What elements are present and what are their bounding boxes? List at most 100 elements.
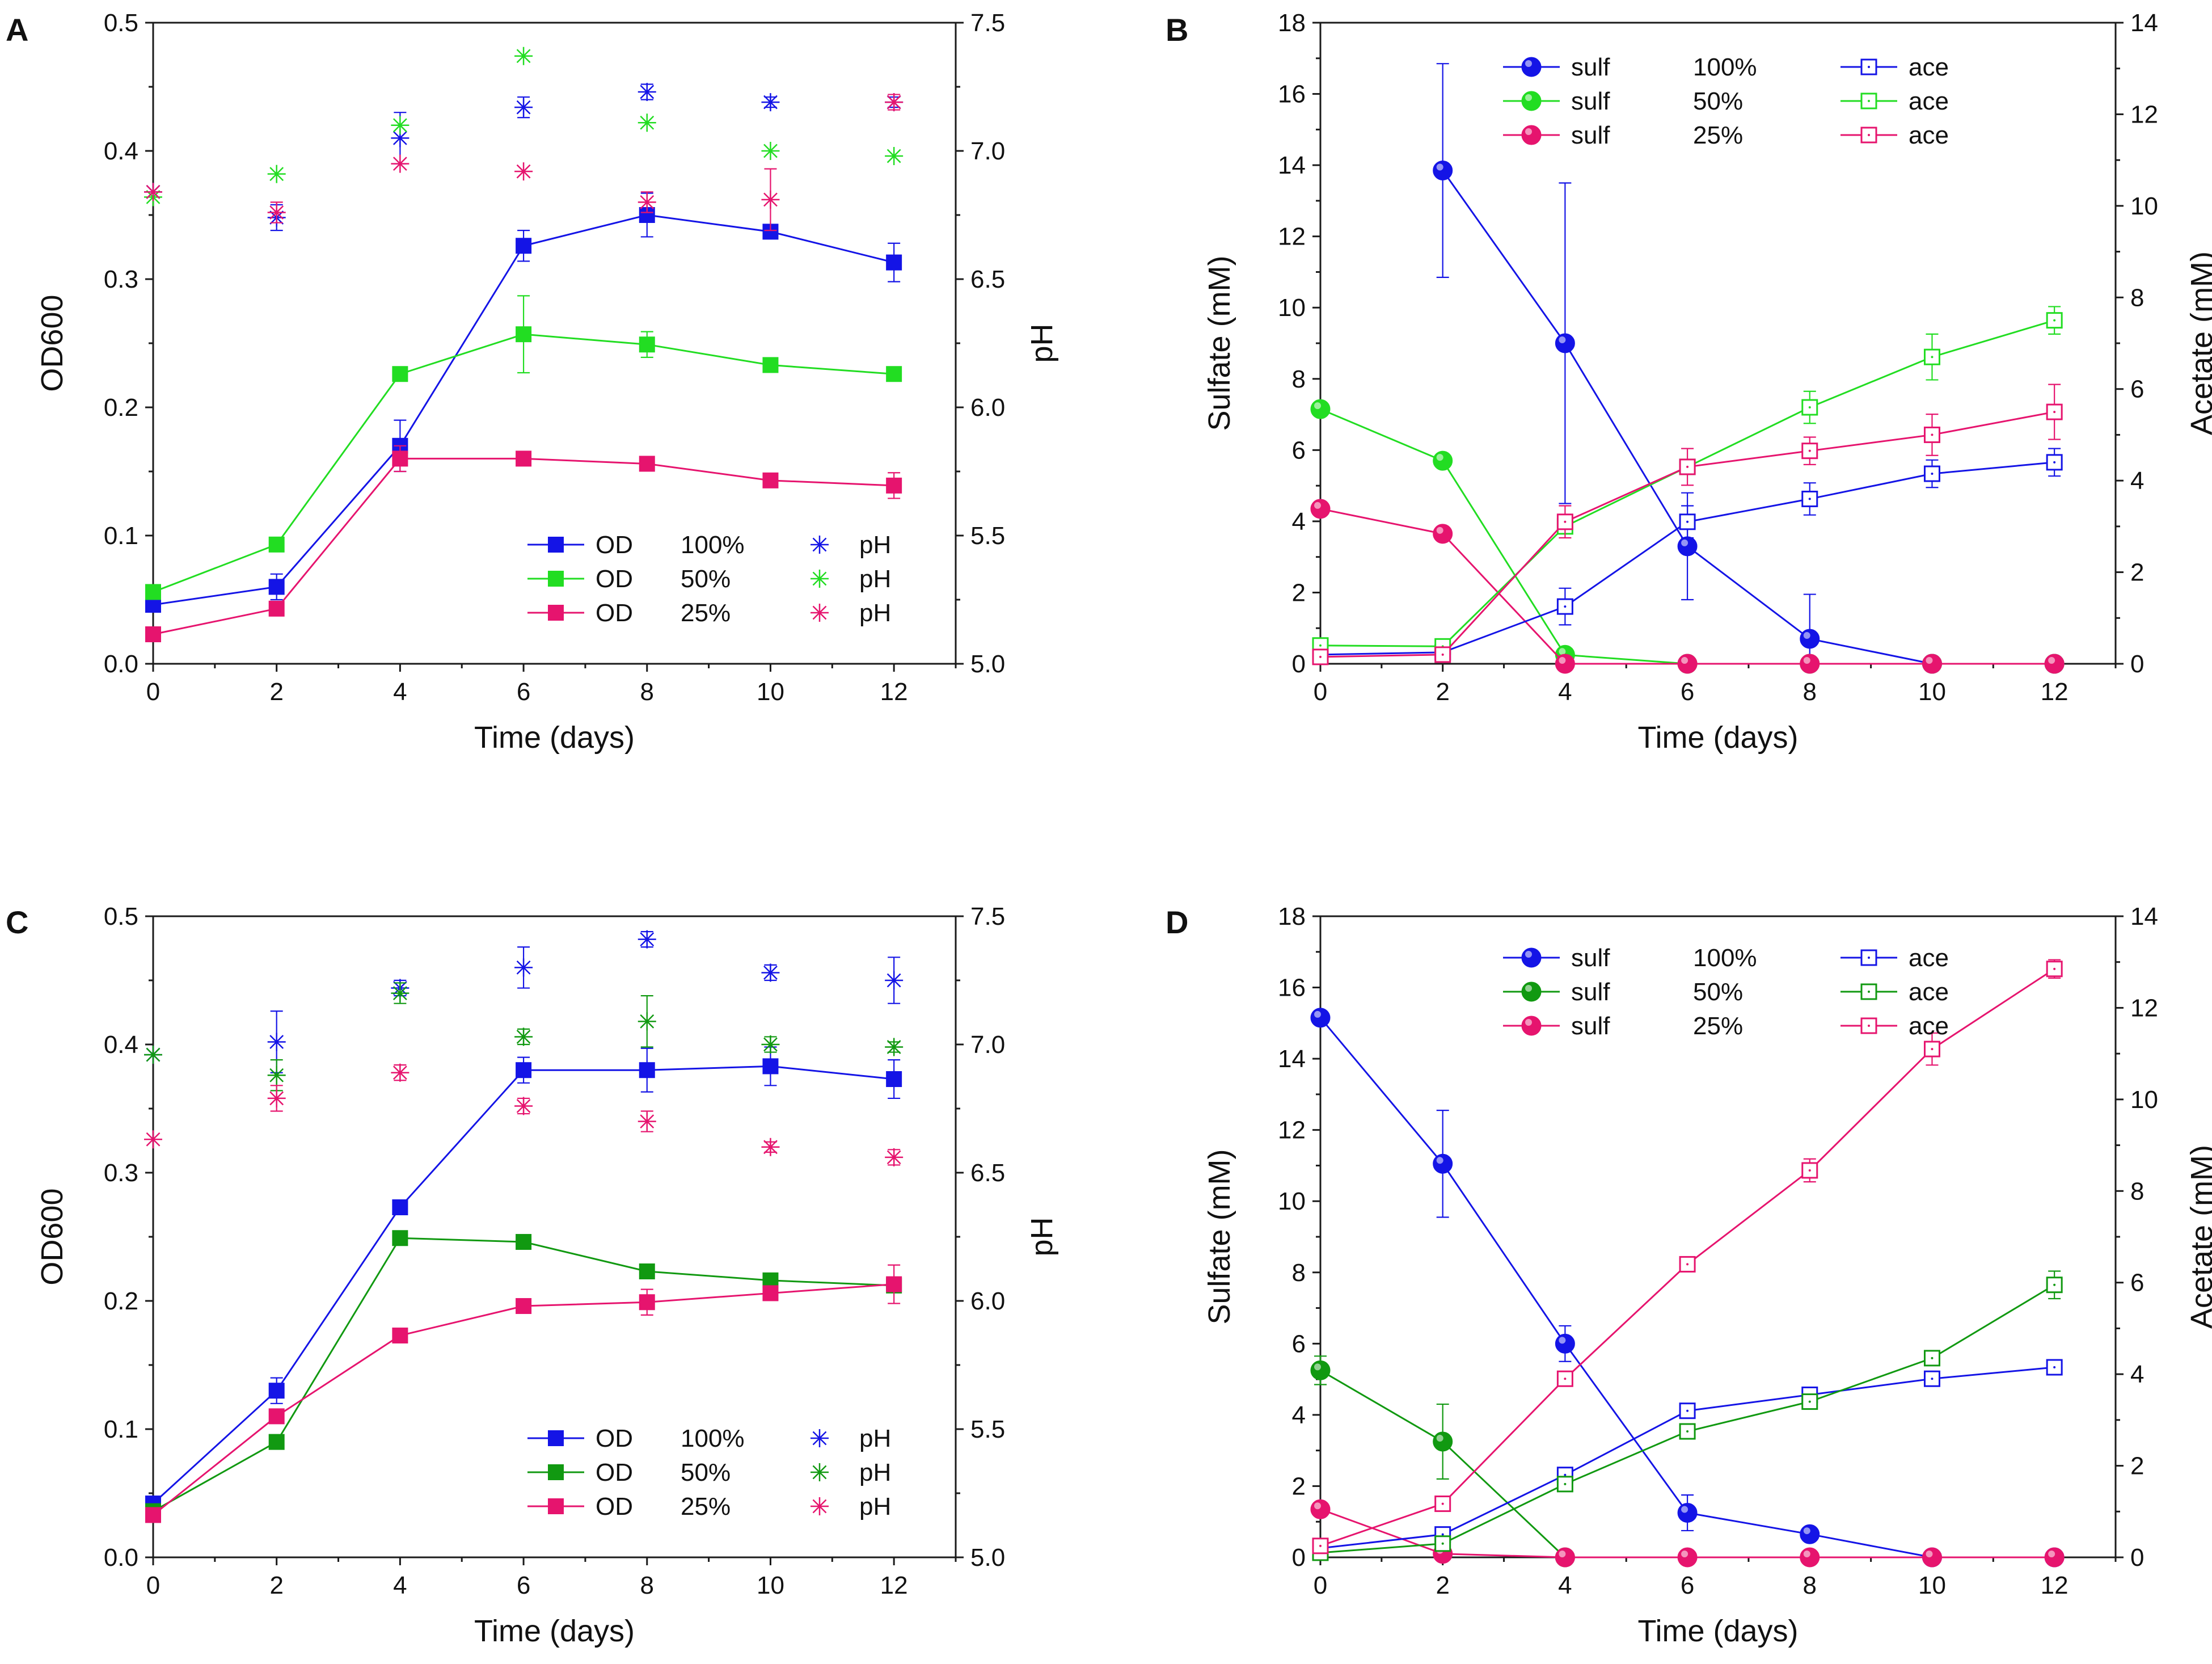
- data-point: [1922, 654, 1942, 674]
- x-tick-label: 4: [393, 678, 407, 706]
- marker-box: [1801, 1393, 1818, 1410]
- data-point: [1434, 646, 1451, 663]
- marker-sphere: [1922, 1547, 1942, 1568]
- x-tick-label: 2: [269, 678, 283, 706]
- marker-dot: [1686, 1409, 1689, 1412]
- x-tick-label: 0: [146, 1572, 160, 1599]
- marker-dot: [1808, 1169, 1811, 1172]
- marker-dot: [1931, 473, 1934, 475]
- y-tick-label: 2: [1292, 1472, 1306, 1500]
- y-tick-label: 0.3: [104, 1159, 138, 1187]
- data-point: [514, 98, 533, 117]
- marker-highlight: [2048, 1551, 2055, 1557]
- marker-stroke: [812, 537, 827, 552]
- data-point: [1677, 1547, 1698, 1568]
- marker-stroke: [640, 85, 655, 99]
- marker-dot: [2053, 1283, 2056, 1286]
- data-point: [1433, 161, 1453, 181]
- legend-label: OD: [596, 1425, 633, 1452]
- y2-tick-label: 5.0: [970, 650, 1005, 678]
- y-tick-label: 0.4: [104, 137, 138, 165]
- series-od-50-: [145, 295, 902, 600]
- data-point: [392, 1328, 408, 1344]
- y-tick-label: 2: [1292, 579, 1306, 606]
- data-point: [762, 357, 779, 373]
- marker-stroke: [392, 118, 407, 133]
- y-axis-title: OD600: [35, 1188, 69, 1285]
- legend-row: sulf 50% ace: [1503, 87, 1949, 115]
- y2-tick-label: 5.0: [970, 1544, 1005, 1572]
- y2-tick-label: 5.5: [970, 1416, 1005, 1443]
- legend-marker: [1521, 91, 1542, 111]
- plot-frame: [152, 915, 957, 1558]
- legend-label: OD: [596, 565, 633, 593]
- marker-sphere: [1555, 654, 1575, 674]
- data-point: [639, 1263, 655, 1280]
- y-tick-label: 0.0: [104, 1544, 138, 1572]
- y2-tick-label: 6: [2130, 1269, 2144, 1297]
- legend-percent: 50%: [1693, 978, 1743, 1006]
- marker-highlight: [1559, 336, 1566, 343]
- marker-highlight: [1803, 1527, 1810, 1535]
- data-point: [761, 190, 780, 209]
- x-tick-label: 12: [880, 1572, 908, 1599]
- series-sulf-25-: [1310, 1499, 2065, 1568]
- marker-stroke: [640, 1014, 655, 1029]
- marker-stroke: [812, 1431, 827, 1446]
- data-point: [145, 584, 161, 600]
- data-point: [1310, 399, 1331, 419]
- x-axis-title: Time (days): [474, 1614, 635, 1648]
- y2-tick-label: 14: [2130, 9, 2158, 37]
- y-tick-label: 18: [1278, 903, 1306, 930]
- y2-axis-title: Acetate (mM): [2185, 1145, 2212, 1329]
- data-point: [638, 1112, 656, 1131]
- data-point: [145, 1507, 161, 1523]
- marker-sphere: [1800, 1524, 1820, 1544]
- data-point: [885, 93, 904, 112]
- marker-dot: [1319, 644, 1322, 647]
- marker-highlight: [1525, 985, 1532, 992]
- marker-stroke: [887, 95, 901, 109]
- legend-marker: [1860, 949, 1877, 966]
- x-tick-label: 8: [640, 1572, 654, 1599]
- data-point: [1800, 629, 1820, 649]
- marker-highlight: [1559, 1337, 1566, 1344]
- marker-stroke: [516, 164, 531, 179]
- marker-stroke: [392, 130, 407, 145]
- data-point: [392, 450, 408, 467]
- y2-tick-label: 2: [2130, 559, 2144, 587]
- marker-sphere: [1922, 654, 1942, 674]
- marker-sphere: [2044, 654, 2065, 674]
- series-ph-25-: [144, 93, 904, 231]
- marker-highlight: [1436, 1434, 1443, 1442]
- x-tick-label: 6: [517, 1572, 530, 1599]
- legend-label: OD: [596, 599, 633, 627]
- marker-highlight: [1926, 657, 1933, 664]
- data-point: [514, 47, 533, 65]
- series-ph-100-: [144, 83, 904, 231]
- marker-dot: [1686, 1430, 1689, 1433]
- y-tick-label: 6: [1292, 1330, 1306, 1358]
- marker-box: [2046, 1277, 2063, 1294]
- data-point: [762, 1058, 779, 1075]
- y-tick-label: 0.5: [104, 903, 138, 930]
- marker-sphere: [1555, 333, 1575, 353]
- marker-box: [1434, 646, 1451, 663]
- legend-marker: [548, 537, 564, 553]
- data-point: [2044, 654, 2065, 674]
- marker-dot: [1868, 1025, 1870, 1027]
- y2-tick-label: 7.5: [970, 903, 1005, 930]
- legend-marker: [1521, 981, 1542, 1002]
- data-point: [1922, 1547, 1942, 1568]
- legend-label: ace: [1909, 121, 1949, 149]
- y-tick-label: 12: [1278, 1117, 1306, 1144]
- marker-dot: [1868, 957, 1870, 959]
- y2-axis-title: pH: [1025, 323, 1059, 363]
- marker-sphere: [1310, 399, 1331, 419]
- marker-dot: [2053, 319, 2056, 322]
- legend-marker: [1521, 1016, 1542, 1036]
- legend-label: pH: [859, 565, 891, 593]
- x-tick-label: 2: [269, 1572, 283, 1599]
- marker-stroke: [640, 195, 655, 209]
